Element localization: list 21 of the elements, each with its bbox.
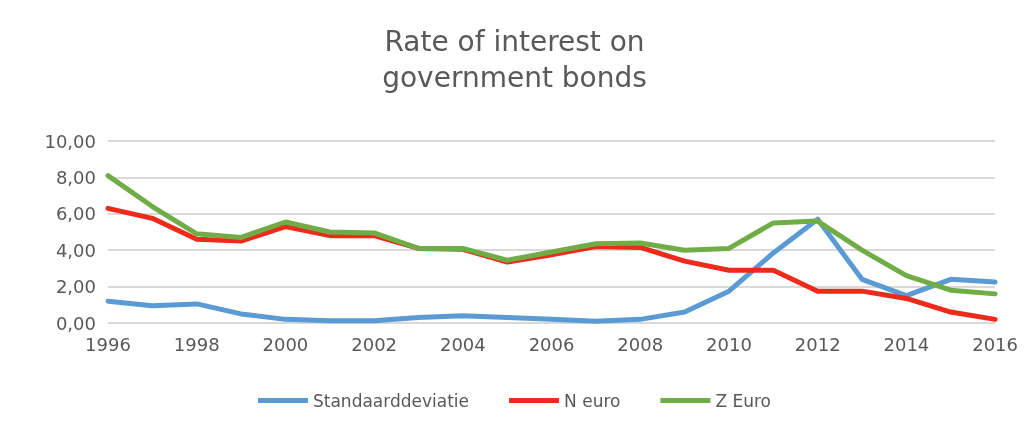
- x-tick-label: 2004: [439, 333, 486, 355]
- y-tick-label: 2,00: [55, 276, 96, 298]
- y-tick-label: 6,00: [55, 203, 96, 225]
- x-tick-label: 2016: [972, 333, 1018, 355]
- y-tick-label: 0,00: [55, 312, 96, 334]
- x-tick-label: 2012: [794, 333, 841, 355]
- x-tick-label: 2008: [617, 333, 664, 355]
- x-tick-label: 2002: [351, 333, 398, 355]
- legend-label: Z Euro: [715, 390, 772, 411]
- x-tick-label: 2006: [528, 333, 575, 355]
- y-tick-label: 4,00: [55, 239, 96, 261]
- legend-label: N euro: [564, 390, 621, 411]
- x-tick-label: 2000: [262, 333, 309, 355]
- y-tick-label: 8,00: [55, 166, 96, 188]
- chart-title: Rate of interest on government bonds: [382, 24, 647, 94]
- x-tick-label: 1996: [85, 333, 131, 355]
- x-tick-label: 2010: [706, 333, 752, 355]
- x-tick-label: 1998: [173, 333, 220, 355]
- y-tick-label: 10,00: [44, 130, 96, 152]
- x-tick-label: 2014: [883, 333, 930, 355]
- legend-label: Standaarddeviatie: [313, 390, 470, 411]
